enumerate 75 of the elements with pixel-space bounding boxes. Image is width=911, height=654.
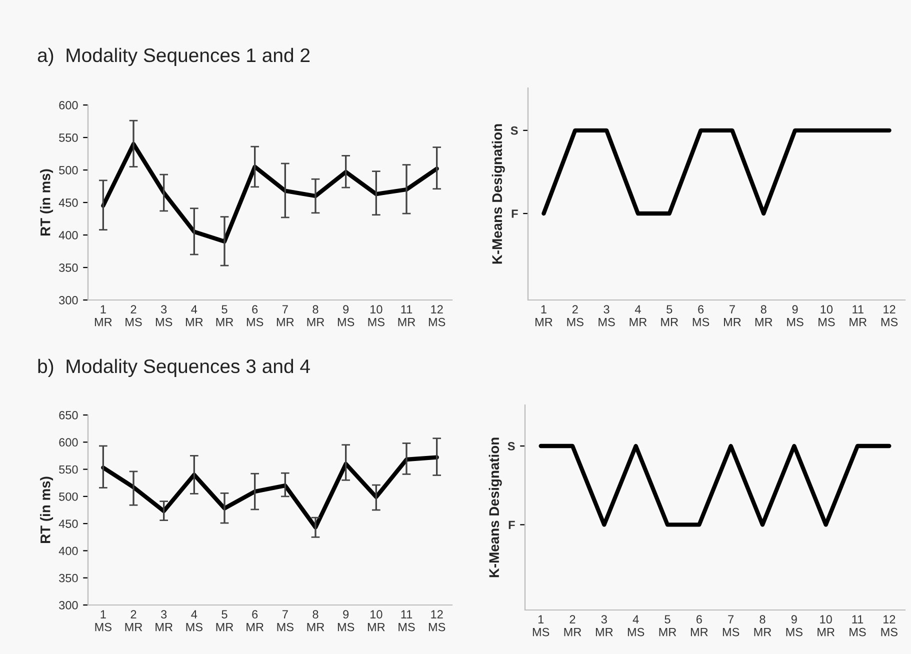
x-tick-label: 6 MS [692,305,710,326]
x-tick-label: 9 MS [338,610,354,632]
x-tick-label: 12 MS [428,305,446,326]
x-tick-label: 8 MR [754,615,772,636]
x-tick-label: 12 MS [428,610,446,632]
y-axis-title: RT (in ms) [40,169,54,236]
x-tick-label: 1 MR [535,305,552,326]
x-tick-label: 3 MS [598,305,615,326]
x-tick-label: 5 MR [661,305,678,326]
x-tick-label: 11 MR [398,305,416,326]
x-tick-label: 9 MS [787,305,804,326]
y-tick-label: 300 [59,601,78,610]
x-tick-label: 10 MS [368,305,384,326]
y-tick-label: 300 [59,296,78,304]
x-tick-label: 12 MS [881,615,898,636]
y-tick-label: 500 [59,166,78,174]
x-tick-label: 9 MS [338,305,354,326]
x-tick-label: 7 MS [722,615,740,636]
x-tick-label: 5 MR [659,615,676,636]
x-tick-label: 2 MR [125,610,142,632]
line-series [101,142,439,244]
y-axis-title: K-Means Designation [488,438,502,578]
x-tick-label: 1 MS [95,610,112,632]
text: F [508,520,515,529]
chart-title: b) Modality Sequences 3 and 4 [38,358,310,377]
x-tick-label: 3 MR [596,615,613,636]
y-tick-label: 600 [59,101,78,110]
y-tick-label: 650 [59,411,78,420]
x-tick-label: 4 MS [186,610,202,632]
x-tick-label: 4 MS [628,615,644,636]
text: S [508,442,515,450]
x-tick-label: 1 MS [532,615,550,636]
x-tick-label: 10 MR [818,615,834,636]
x-tick-label: 6 MR [690,615,708,636]
y-tick-label: 400 [58,546,78,556]
x-tick-label: 9 MS [786,615,802,636]
x-tick-label: 2 MS [126,305,142,326]
x-tick-label: 7 MS [277,610,294,632]
y-tick-label: 350 [59,574,78,582]
x-tick-label: 12 MS [881,305,898,326]
x-tick-label: 7 MR [724,305,741,326]
y-tick-label: 350 [59,264,78,272]
x-tick-label: 2 MR [564,615,582,636]
x-tick-label: 11 MS [398,610,415,632]
text: F [512,210,518,218]
y-tick-label: 600 [59,438,78,447]
x-tick-label: 4 MR [630,305,647,326]
line-series [101,455,439,530]
text: S [510,126,518,135]
y-tick-label: 500 [59,492,78,501]
y-tick-label: 450 [58,198,78,207]
x-tick-label: 6 MR [246,610,264,632]
x-tick-label: 6 MS [246,305,264,326]
x-tick-label: 7 MR [276,305,294,326]
x-tick-label: 5 MR [216,610,234,632]
x-tick-label: 3 MS [156,305,172,326]
y-tick-label: 400 [58,231,78,240]
x-tick-label: 3 MR [156,610,172,632]
x-tick-label: 1 MR [94,305,112,326]
y-axis-title: K-Means Designation [492,124,505,264]
x-tick-label: 11 MR [850,305,867,326]
x-tick-label: 8 MR [307,305,324,326]
x-tick-label: 10 MS [818,305,835,326]
y-tick-label: 550 [59,465,78,474]
y-tick-label: 450 [58,520,78,528]
x-tick-label: 2 MS [567,305,584,326]
x-tick-label: 10 MR [368,610,385,632]
y-axis-title: RT (in ms) [40,476,54,544]
chart-title: a) Modality Sequences 1 and 2 [38,48,310,66]
y-tick-label: 550 [59,134,78,142]
x-tick-label: 11 MS [850,615,866,636]
x-tick-label: 8 MR [755,305,772,326]
x-tick-label: 4 MR [186,305,203,326]
x-tick-label: 8 MR [307,610,324,632]
x-tick-label: 5 MR [216,305,234,326]
